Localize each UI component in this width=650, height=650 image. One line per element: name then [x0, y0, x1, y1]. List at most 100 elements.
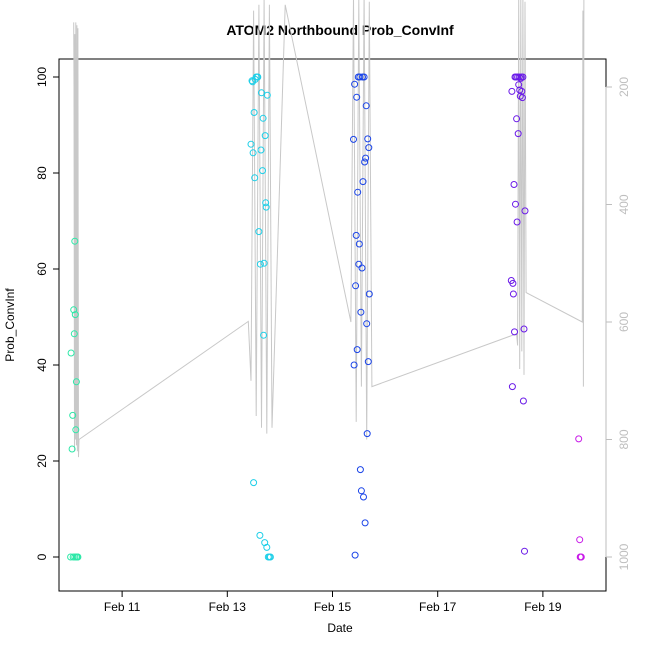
y-tick-label: 80: [35, 166, 49, 180]
data-point: [259, 167, 266, 175]
data-point: [352, 231, 360, 239]
data-point: [260, 259, 268, 267]
data-point: [258, 89, 265, 97]
right-axis-line: [73, 0, 585, 458]
data-point: [365, 290, 373, 298]
data-point: [250, 479, 258, 487]
data-point: [266, 553, 274, 561]
data-point: [513, 218, 521, 226]
data-point: [361, 519, 369, 527]
chart-title: ATOM2 Northbound Prob_ConvInf: [226, 22, 454, 38]
data-point: [509, 290, 517, 298]
data-point: [256, 260, 264, 268]
data-point: [259, 114, 267, 122]
right-y-axis: 200 400 600 800 1000: [605, 77, 631, 570]
data-point: [263, 543, 271, 551]
data-point: [72, 426, 80, 434]
x-tick-label: Feb 13: [209, 600, 247, 614]
data-point: [350, 361, 358, 369]
data-point: [68, 445, 76, 453]
data-point: [364, 135, 372, 143]
right-axis-series-line: [73, 0, 585, 458]
data-point: [361, 158, 369, 166]
x-tick-label: Feb 15: [314, 600, 352, 614]
data-point: [577, 553, 585, 561]
y-axis: 0 20 40 60 80 100: [35, 67, 60, 560]
data-point: [357, 308, 365, 316]
data-point: [514, 130, 522, 138]
data-point: [352, 282, 360, 290]
data-point: [519, 73, 527, 81]
data-point: [362, 154, 370, 162]
data-point: [74, 553, 82, 561]
data-point: [515, 81, 523, 89]
data-point: [356, 73, 364, 81]
data-point: [360, 73, 368, 81]
data-point: [262, 199, 270, 207]
data-point: [70, 330, 78, 338]
data-point: [508, 87, 516, 95]
data-point: [356, 466, 364, 474]
data-point: [353, 93, 361, 101]
data-point: [354, 188, 362, 196]
data-point: [508, 383, 516, 391]
x-axis-label: Date: [327, 621, 353, 635]
data-point: [256, 531, 264, 539]
data-point: [521, 547, 528, 555]
y-tick-label: 20: [35, 454, 49, 468]
right-tick-label: 200: [617, 77, 631, 97]
data-point: [72, 378, 80, 386]
data-point: [255, 228, 263, 236]
data-point: [509, 279, 517, 287]
data-point: [512, 200, 519, 208]
data-point: [260, 331, 268, 339]
data-point: [257, 146, 265, 154]
right-tick-label: 800: [617, 429, 631, 449]
data-point: [363, 430, 371, 438]
x-tick-label: Feb 11: [104, 600, 141, 614]
y-tick-label: 40: [35, 358, 49, 372]
data-point: [71, 237, 79, 245]
data-point: [351, 80, 359, 88]
data-point: [576, 536, 584, 544]
data-point: [362, 102, 370, 110]
y-tick-label: 0: [35, 553, 49, 560]
data-point: [520, 325, 528, 333]
x-tick-label: Feb 19: [524, 600, 562, 614]
data-point: [521, 207, 529, 215]
data-point: [351, 551, 359, 559]
y-tick-label: 100: [35, 67, 49, 87]
data-point: [513, 115, 521, 123]
data-points: [67, 73, 585, 561]
data-point: [71, 311, 79, 319]
data-point: [363, 320, 371, 328]
data-point: [251, 174, 259, 182]
data-point: [249, 149, 257, 157]
data-point: [261, 132, 269, 140]
data-point: [67, 349, 75, 357]
data-point: [364, 358, 372, 366]
data-point: [518, 94, 526, 102]
data-point: [519, 397, 527, 405]
data-point: [360, 493, 367, 501]
right-tick-label: 1000: [617, 543, 631, 570]
data-point: [250, 109, 258, 116]
data-point: [263, 91, 271, 99]
data-point: [359, 178, 367, 186]
data-point: [515, 73, 523, 81]
data-point: [357, 487, 365, 495]
data-point: [353, 346, 361, 354]
x-axis: Feb 11 Feb 13 Feb 15 Feb 17 Feb 19: [104, 590, 562, 614]
x-tick-label: Feb 17: [419, 600, 457, 614]
right-tick-label: 400: [617, 194, 631, 214]
data-point: [510, 181, 518, 188]
y-tick-label: 60: [35, 262, 49, 276]
data-point: [254, 73, 262, 81]
data-point: [365, 144, 373, 152]
data-point: [358, 264, 366, 272]
right-tick-label: 600: [617, 312, 631, 332]
data-point: [69, 411, 77, 419]
data-point: [70, 306, 78, 314]
y-axis-label: Prob_ConvInf: [3, 288, 17, 362]
